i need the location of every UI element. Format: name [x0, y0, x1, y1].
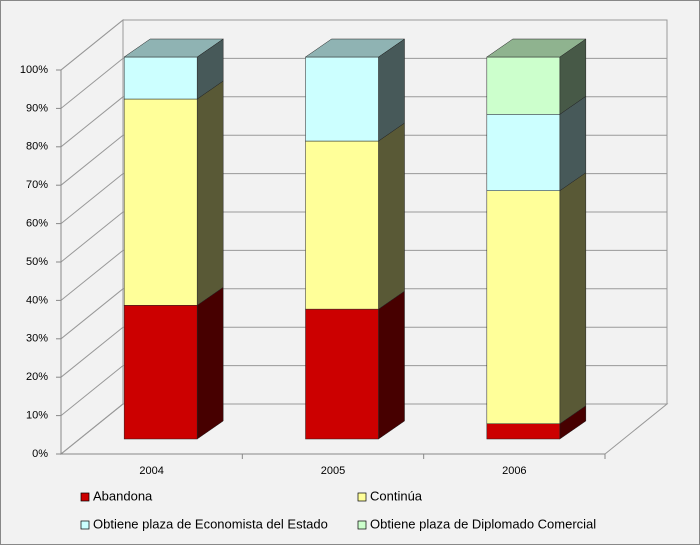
- grid-line: [60, 326, 667, 378]
- bar-segment: [305, 140, 379, 310]
- grid-line: [60, 57, 667, 109]
- bar-segment: [305, 308, 379, 440]
- y-tick-label: 70%: [26, 179, 48, 191]
- bar-side: [196, 286, 224, 440]
- x-tick-label: 2006: [502, 465, 526, 477]
- bar-side: [196, 80, 224, 306]
- y-tick-label: 40%: [26, 294, 48, 306]
- bar-segment: [123, 305, 198, 440]
- y-tick-label: 100%: [20, 64, 48, 76]
- bar-segment: [123, 56, 198, 100]
- legend-swatch: [357, 492, 367, 502]
- grid-line: [60, 365, 667, 416]
- bar-top: [123, 38, 224, 58]
- y-tick-label: 90%: [26, 102, 48, 114]
- grid-line: [60, 19, 667, 71]
- legend-swatch: [357, 520, 367, 530]
- x-tick-label: 2005: [321, 465, 345, 477]
- grid-line: [60, 211, 667, 263]
- y-tick-label: 0%: [32, 448, 48, 460]
- bar-side: [559, 172, 587, 425]
- grid-line: [60, 249, 667, 301]
- bar-segment: [486, 114, 561, 191]
- legend-label: Obtiene plaza de Diplomado Comercial: [370, 516, 596, 531]
- bar-top: [486, 38, 587, 58]
- bar-segment: [305, 56, 379, 142]
- y-tick-label: 60%: [26, 218, 48, 230]
- bar-side: [378, 290, 405, 440]
- legend-label: Obtiene plaza de Economista del Estado: [93, 516, 328, 531]
- x-tick-label: 2004: [139, 465, 163, 477]
- legend-swatch: [80, 492, 90, 502]
- grid-line: [60, 173, 667, 224]
- bar-top: [304, 38, 406, 58]
- grid-line: [60, 134, 667, 186]
- bar-segment: [486, 423, 561, 440]
- grid-line: [60, 96, 667, 148]
- y-tick-label: 80%: [26, 141, 48, 153]
- bar-segment: [486, 190, 561, 424]
- bar-segment: [486, 56, 561, 115]
- bar-side: [378, 122, 405, 310]
- legend-label: Continúa: [370, 488, 423, 503]
- y-tick-label: 10%: [26, 410, 48, 422]
- legend-swatch: [80, 520, 90, 530]
- bar-segment: [123, 98, 198, 306]
- y-tick-label: 20%: [26, 371, 48, 383]
- y-tick-label: 50%: [26, 256, 48, 268]
- legend-label: Abandona: [93, 488, 153, 503]
- grid-line: [60, 288, 667, 340]
- grid-line: [60, 403, 667, 455]
- y-tick-label: 30%: [26, 333, 48, 345]
